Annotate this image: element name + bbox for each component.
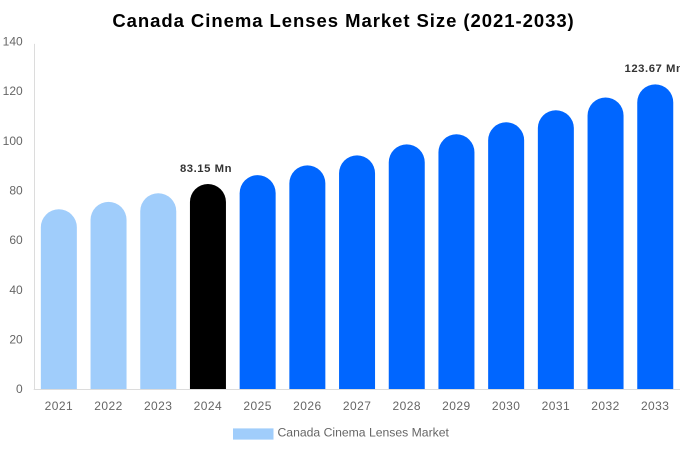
- svg-text:2026: 2026: [293, 399, 322, 413]
- svg-text:120: 120: [3, 84, 23, 98]
- svg-text:60: 60: [9, 233, 23, 247]
- svg-text:Canada Cinema Lenses Market Si: Canada Cinema Lenses Market Size (2021-2…: [112, 10, 574, 31]
- svg-text:2025: 2025: [243, 399, 272, 413]
- svg-text:83.15 Mn: 83.15 Mn: [180, 163, 232, 175]
- svg-text:20: 20: [9, 333, 23, 347]
- svg-text:2027: 2027: [343, 399, 372, 413]
- svg-text:2029: 2029: [442, 399, 471, 413]
- svg-text:2021: 2021: [45, 399, 74, 413]
- svg-text:140: 140: [3, 35, 23, 49]
- svg-text:2028: 2028: [393, 399, 422, 413]
- svg-text:80: 80: [9, 184, 23, 198]
- svg-text:40: 40: [9, 283, 23, 297]
- svg-text:2030: 2030: [492, 399, 521, 413]
- svg-text:2024: 2024: [194, 399, 223, 413]
- svg-text:2032: 2032: [591, 399, 620, 413]
- svg-text:2033: 2033: [641, 399, 670, 413]
- svg-text:123.67 Mn: 123.67 Mn: [625, 63, 680, 75]
- svg-text:2022: 2022: [94, 399, 123, 413]
- svg-text:2023: 2023: [144, 399, 173, 413]
- svg-text:100: 100: [3, 134, 23, 148]
- svg-text:0: 0: [16, 382, 23, 396]
- svg-text:2031: 2031: [542, 399, 571, 413]
- svg-text:Canada Cinema Lenses Market: Canada Cinema Lenses Market: [278, 426, 450, 440]
